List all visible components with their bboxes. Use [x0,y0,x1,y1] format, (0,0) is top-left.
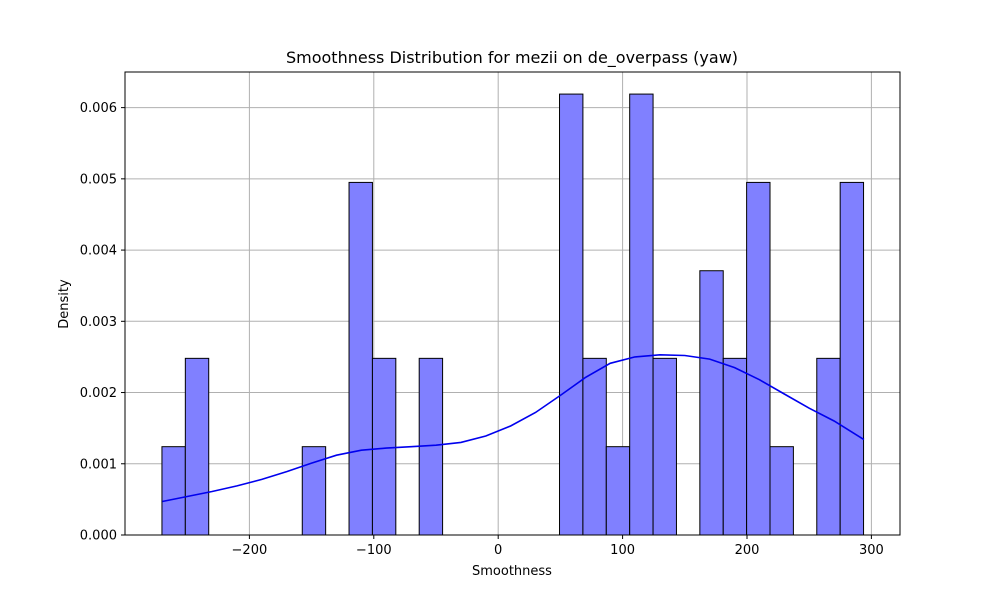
x-tick-label-5: 300 [859,543,884,558]
histogram-bar-24 [722,357,748,536]
histogram-bar-0 [161,446,186,536]
y-axis-label: Density [57,279,72,329]
histogram-bar-23 [699,270,724,536]
histogram-bar-29 [839,181,865,536]
histogram-bar-18 [582,357,607,536]
x-tick-label-2: 0 [494,543,502,558]
histogram-bar-19 [605,446,631,536]
y-tick-label-6: 0.006 [80,101,117,116]
x-axis-label: Smoothness [472,564,552,579]
y-tick-label-3: 0.003 [80,315,117,330]
y-axis-ticks: 0.000 0.001 0.002 0.003 0.004 0.005 0.006 [80,101,125,544]
histogram-bar-21 [652,357,677,536]
x-tick-label-0: −200 [232,543,268,558]
y-tick-label-5: 0.005 [80,172,117,187]
y-tick-label-2: 0.002 [80,386,117,401]
plot-frame [124,71,901,536]
histogram-bar-17 [559,93,584,536]
x-axis-ticks: −200 −100 0 100 200 300 [232,535,884,558]
y-tick-label-1: 0.001 [80,457,117,472]
histogram-bars [161,93,865,536]
histogram-bar-9 [371,357,397,536]
kde-curve [162,353,865,503]
y-tick-label-4: 0.004 [80,244,117,259]
histogram-bar-25 [746,181,771,536]
histogram-bar-20 [629,93,654,536]
histogram-bar-28 [816,357,841,536]
x-tick-label-4: 200 [735,543,760,558]
x-tick-label-1: −100 [356,543,392,558]
histogram-bar-26 [769,446,794,536]
chart-title: Smoothness Distribution for mezii on de_… [286,48,738,68]
x-tick-label-3: 100 [610,543,635,558]
histogram-bar-8 [348,181,373,536]
histogram-bar-1 [184,357,210,536]
y-tick-label-0: 0.000 [80,529,117,544]
